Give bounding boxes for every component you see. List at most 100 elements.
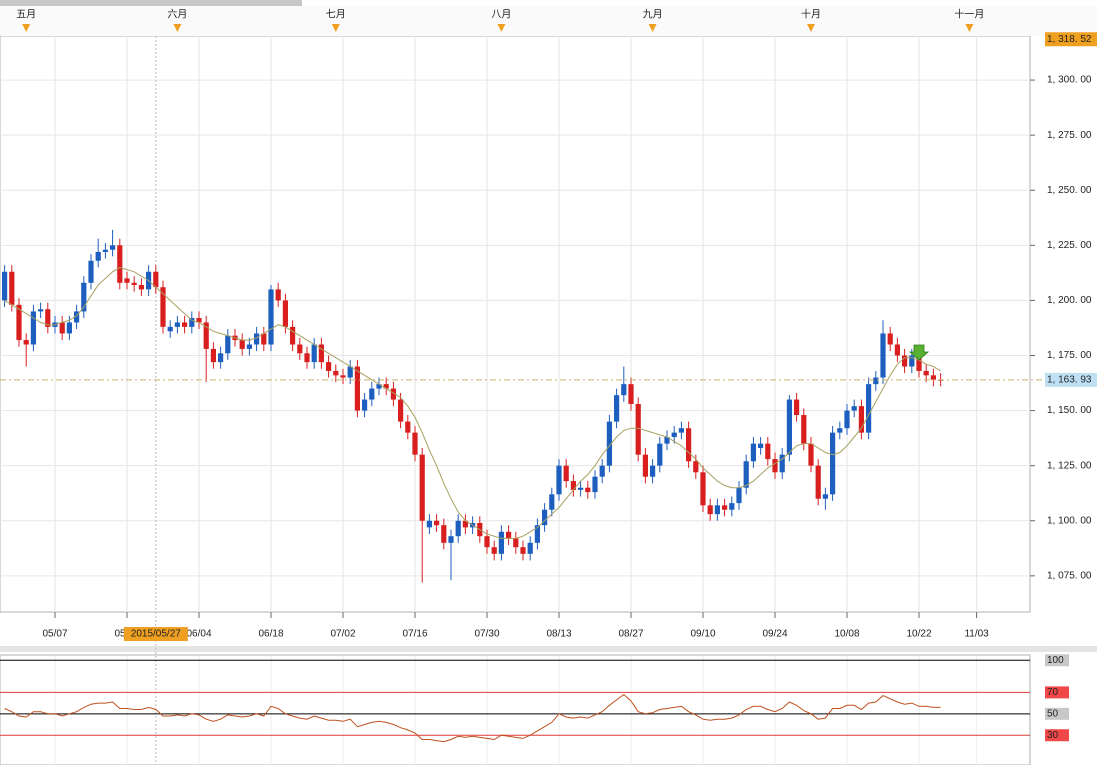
y-tick-label: 1, 275. 00 [1047,130,1092,141]
candle-body [254,333,260,345]
candle-body [794,399,800,415]
candle-body [340,375,346,378]
x-tick-label: 05/07 [42,629,67,640]
candle-body [808,443,814,466]
candle-body [160,287,166,327]
candle-body [837,428,843,433]
candle-body [714,505,720,515]
panel-divider[interactable] [0,646,1097,652]
candle-body [347,366,353,378]
candle-body [426,520,432,528]
candle-body [772,459,778,473]
month-label: 五月 [16,9,36,21]
candle-body [707,505,713,515]
y-tick-label: 1, 250. 00 [1047,185,1092,196]
candle-body [30,311,36,345]
candle-body [506,531,512,539]
candle-body [729,503,735,510]
x-tick-label: 09/24 [762,629,787,640]
candle-body [650,465,656,477]
candle-body [750,443,756,462]
month-marker [497,24,506,32]
candle-body [513,538,519,548]
month-marker [807,24,815,32]
candle-body [858,406,864,433]
candle-body [722,505,728,510]
candle-body [779,454,785,473]
candle-body [866,384,872,433]
candle-body [362,399,368,411]
candle-body [275,289,281,301]
candle-body [225,335,231,354]
y-tick-label: 1, 175. 00 [1047,350,1092,361]
candle-body [369,388,375,400]
candle-body [239,340,245,349]
candle-body [873,377,879,385]
candle-body [844,410,850,429]
month-label: 八月 [491,9,511,21]
candle-body [419,454,425,521]
x-tick-label: 07/30 [474,629,499,640]
candle-body [930,375,936,380]
candle-body [758,443,764,449]
x-tick-label: 08/13 [546,629,571,640]
candle-body [16,304,22,341]
candle-body [606,421,612,466]
y-tick-label: 1, 200. 00 [1047,295,1092,306]
candle-body [441,525,447,543]
candle-body [894,344,900,356]
candle-body [462,520,468,528]
candle-body [261,333,267,345]
candle-body [520,547,526,554]
month-label: 十一月 [954,8,984,21]
candle-body [455,520,461,537]
candle-body [563,465,569,482]
month-label: 九月 [643,9,663,21]
candle-body [383,384,389,389]
candle-body [66,322,72,334]
candle-body [621,384,627,396]
candle-body [45,309,51,327]
x-tick-label: 08/27 [618,629,643,640]
y-tick-label: 1, 225. 00 [1047,240,1092,251]
rsi-label-box [1045,654,1069,667]
candle-body [74,311,80,323]
candle-body [405,421,411,433]
candle-body [9,271,15,305]
candle-body [304,353,310,363]
candle-body [585,487,591,493]
candle-body [671,432,677,438]
candle-body [297,344,303,354]
candle-body [628,384,634,404]
x-tick-label: 06/18 [258,629,283,640]
x-tick-label: 07/02 [330,629,355,640]
candle-body [578,487,584,490]
candle-body [542,509,548,526]
candle-body [642,454,648,477]
candle-body [700,472,706,506]
candle-body [95,251,101,261]
rsi-label-box [1045,707,1069,720]
candle-body [664,437,670,444]
month-band [0,6,1097,36]
candle-body [765,443,771,460]
candle-body [556,465,562,495]
scrollbar[interactable] [0,0,302,6]
candle-body [830,432,836,495]
candle-body [592,476,598,493]
candle-body [484,536,490,548]
candle-body [743,461,749,488]
price-label: 1, 318. 52 [1047,34,1092,45]
candle-body [570,481,576,490]
month-marker [965,24,974,32]
candle-body [81,282,87,312]
month-marker [173,24,182,32]
candle-body [354,366,360,411]
y-tick-label: 1, 100. 00 [1047,515,1092,526]
rsi-tick-label: 100 [1047,655,1064,666]
candle-body [736,487,742,504]
y-tick-label: 1, 300. 00 [1047,75,1092,86]
candle-body [686,428,692,462]
candle-body [333,370,339,376]
